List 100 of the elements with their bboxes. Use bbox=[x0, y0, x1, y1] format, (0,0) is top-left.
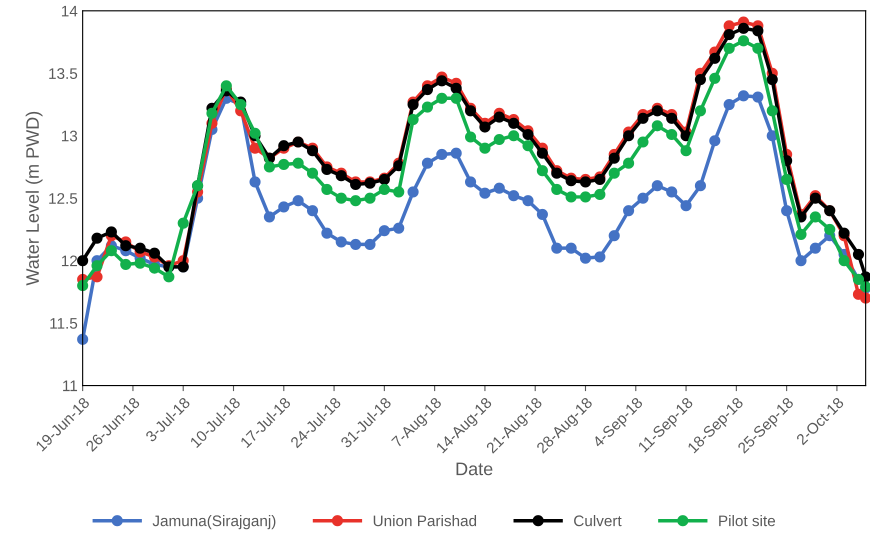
point bbox=[264, 211, 275, 222]
point bbox=[393, 186, 404, 198]
point bbox=[336, 192, 347, 204]
point bbox=[666, 128, 678, 140]
point bbox=[824, 224, 836, 235]
y-axis-title: Water Level (m PWD) bbox=[26, 112, 42, 286]
point bbox=[566, 175, 577, 186]
point bbox=[694, 74, 706, 86]
y-tick-label: 13.5 bbox=[49, 68, 78, 79]
point bbox=[637, 136, 649, 148]
point bbox=[264, 161, 275, 173]
point bbox=[522, 128, 534, 140]
point bbox=[724, 42, 735, 54]
point bbox=[781, 205, 792, 216]
point bbox=[134, 242, 146, 254]
point bbox=[436, 92, 448, 104]
legend-label: Culvert bbox=[574, 515, 622, 526]
point bbox=[494, 182, 505, 194]
point bbox=[738, 35, 750, 46]
y-tick-label: 13 bbox=[62, 130, 78, 142]
point bbox=[838, 228, 850, 239]
point bbox=[450, 82, 462, 94]
point bbox=[77, 280, 88, 292]
point bbox=[508, 118, 520, 129]
point bbox=[163, 271, 174, 282]
point bbox=[766, 105, 778, 116]
point bbox=[393, 222, 404, 234]
point bbox=[220, 80, 232, 92]
point bbox=[680, 145, 692, 156]
point bbox=[694, 180, 706, 192]
point bbox=[278, 201, 290, 212]
point bbox=[551, 242, 562, 254]
point bbox=[580, 176, 592, 188]
point bbox=[608, 168, 620, 179]
point bbox=[378, 225, 390, 236]
point bbox=[408, 114, 419, 126]
point bbox=[594, 188, 606, 200]
point bbox=[321, 228, 332, 239]
point bbox=[860, 292, 870, 304]
point bbox=[350, 178, 362, 190]
y-tick-label: 11.5 bbox=[50, 318, 78, 329]
point bbox=[580, 252, 592, 264]
point bbox=[178, 218, 189, 229]
point bbox=[77, 334, 88, 345]
y-tick-label: 12.5 bbox=[49, 193, 78, 204]
point bbox=[364, 238, 376, 250]
point bbox=[91, 271, 103, 282]
point bbox=[838, 255, 850, 266]
point bbox=[724, 98, 735, 110]
point bbox=[336, 236, 347, 248]
point bbox=[321, 184, 332, 196]
point bbox=[608, 230, 620, 242]
point bbox=[494, 134, 505, 146]
point bbox=[551, 168, 562, 179]
point bbox=[134, 258, 146, 269]
point bbox=[479, 142, 490, 154]
point bbox=[408, 186, 419, 198]
point bbox=[752, 42, 764, 54]
point bbox=[608, 152, 620, 164]
point bbox=[306, 145, 318, 156]
point bbox=[306, 205, 318, 216]
point bbox=[594, 174, 606, 186]
point bbox=[465, 131, 476, 143]
point bbox=[206, 108, 218, 119]
point bbox=[292, 158, 304, 169]
point bbox=[652, 180, 663, 192]
point bbox=[522, 195, 534, 206]
point bbox=[494, 111, 505, 123]
point bbox=[250, 176, 261, 188]
point bbox=[148, 262, 160, 274]
point bbox=[278, 140, 290, 152]
point bbox=[120, 258, 132, 270]
point bbox=[422, 84, 434, 96]
point bbox=[292, 195, 304, 206]
point bbox=[652, 120, 663, 132]
point bbox=[364, 192, 376, 204]
point bbox=[479, 188, 490, 199]
x-axis-title: Date bbox=[456, 462, 492, 476]
point bbox=[106, 245, 117, 256]
point bbox=[465, 105, 476, 116]
point bbox=[436, 75, 448, 86]
point bbox=[306, 168, 318, 179]
point bbox=[709, 135, 720, 146]
point bbox=[422, 158, 434, 169]
point bbox=[666, 186, 678, 198]
point bbox=[250, 128, 261, 139]
y-tick-label: 14 bbox=[62, 6, 78, 16]
legend-label: Jamuna(Sirajganj) bbox=[152, 515, 276, 530]
point bbox=[508, 130, 520, 142]
legend-label: Pilot site bbox=[719, 515, 775, 526]
point bbox=[350, 195, 362, 206]
point bbox=[408, 98, 419, 110]
point bbox=[450, 148, 462, 159]
y-tick-label: 11 bbox=[63, 380, 78, 392]
point bbox=[666, 112, 678, 124]
point bbox=[250, 142, 261, 154]
point bbox=[709, 72, 720, 84]
point bbox=[91, 260, 103, 272]
point bbox=[795, 255, 807, 266]
point bbox=[810, 242, 821, 254]
